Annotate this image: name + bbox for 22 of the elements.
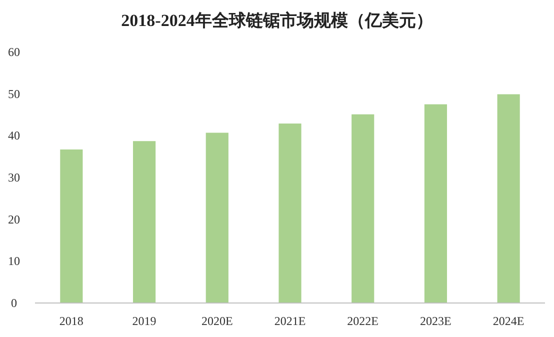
x-tick-label: 2024E	[492, 314, 524, 328]
y-tick-label: 10	[8, 254, 20, 268]
x-tick-label: 2021E	[274, 314, 306, 328]
y-tick-label: 0	[11, 296, 17, 310]
bar	[424, 104, 448, 303]
bar	[132, 141, 156, 303]
bar	[497, 94, 520, 303]
chart-title: 2018-2024年全球链锯市场规模（亿美元）	[121, 11, 433, 30]
y-tick-label: 30	[8, 170, 20, 184]
bar	[278, 124, 302, 303]
x-tick-label: 2018	[59, 314, 84, 328]
bar	[352, 114, 374, 303]
y-tick-label: 50	[8, 86, 20, 101]
x-tick-label: 2022E	[347, 314, 379, 328]
y-tick-label: 40	[8, 128, 20, 143]
x-tick-label: 2019	[132, 314, 156, 328]
bar	[60, 149, 83, 303]
bar	[206, 132, 228, 303]
x-tick-label: 2023E	[420, 314, 452, 328]
y-tick-label: 60	[8, 45, 20, 59]
x-tick-label: 2020E	[201, 314, 233, 328]
y-tick-label: 20	[8, 212, 20, 226]
